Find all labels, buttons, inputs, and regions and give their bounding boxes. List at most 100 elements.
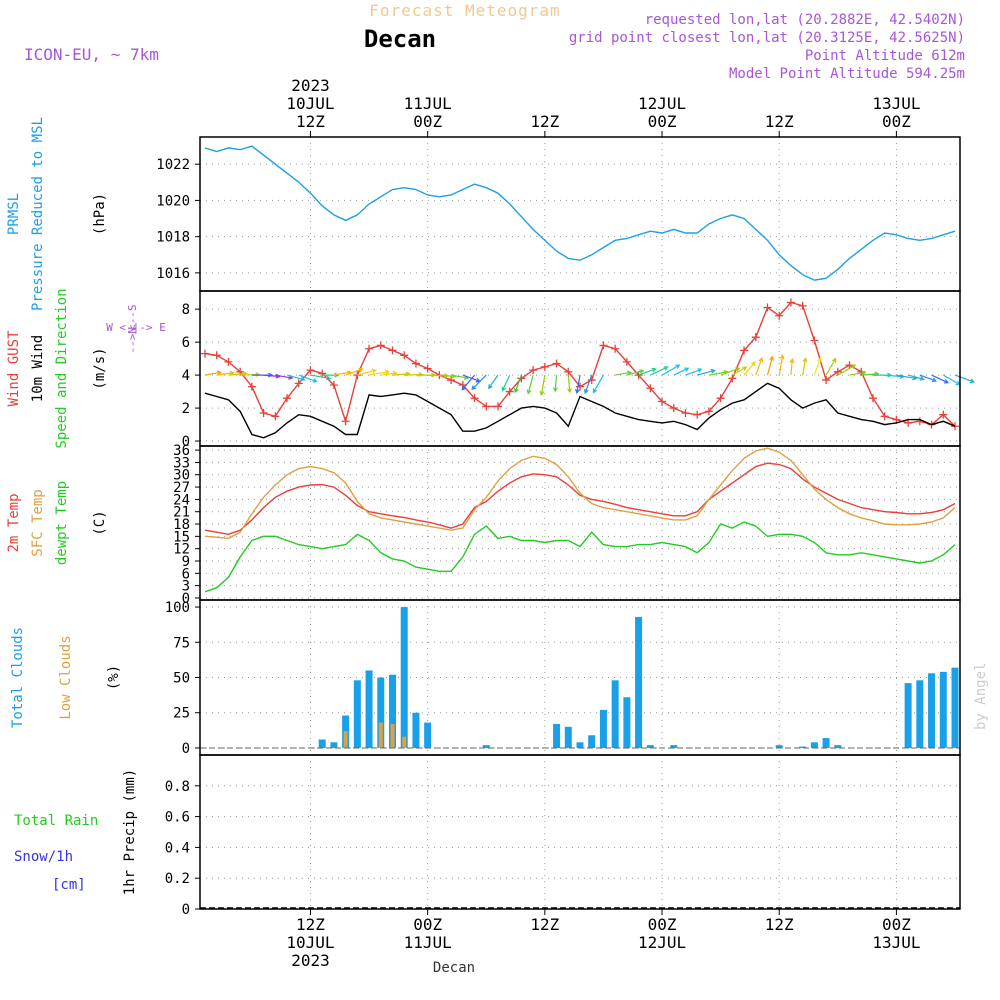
- gust-point: [552, 359, 561, 368]
- y-tick-label: 33: [173, 455, 190, 471]
- wind-direction-arrow: [286, 374, 305, 381]
- wind-direction-arrow: [368, 371, 389, 376]
- gust-point: [599, 341, 608, 350]
- series-2m-temp: [204, 462, 956, 536]
- bar-low-clouds: [402, 736, 407, 748]
- y-tick-label: 0.4: [165, 840, 190, 856]
- y-axis-unit: 1hr Precip (mm): [122, 769, 138, 895]
- bar-total-clouds: [670, 745, 678, 748]
- y-tick-label: 0.2: [165, 871, 190, 887]
- gust-point: [751, 333, 760, 342]
- gust-point: [224, 357, 233, 366]
- wind-direction-arrowhead: [663, 366, 669, 371]
- wind-direction-arrow: [942, 374, 961, 386]
- y-tick-label: 0.8: [165, 779, 190, 795]
- bar-total-clouds: [424, 722, 432, 748]
- wind-direction-arrow: [345, 368, 363, 376]
- gust-point: [505, 387, 514, 396]
- bar-total-clouds: [353, 680, 361, 748]
- wind-direction-arrowhead: [742, 366, 748, 371]
- bar-low-clouds: [390, 724, 395, 748]
- bar-total-clouds: [611, 680, 619, 748]
- bottom-tick-hour: 12Z: [296, 915, 325, 934]
- y-tick-label: 18: [173, 517, 190, 533]
- wind-direction-arrowhead: [943, 379, 950, 384]
- wind-direction-arrow: [333, 371, 351, 376]
- bar-total-clouds: [928, 673, 936, 748]
- wind-direction-arrow: [461, 374, 475, 391]
- y-axis-unit: (%): [106, 665, 122, 690]
- gust-point: [951, 422, 959, 431]
- wind-direction-arrowhead: [371, 368, 377, 374]
- top-tick-hour: 12Z: [530, 112, 559, 131]
- y-tick-label: 30: [173, 468, 190, 484]
- bar-total-clouds: [588, 735, 596, 748]
- bottom-tick-date: 10JUL: [286, 933, 334, 952]
- wind-direction-arrow: [540, 374, 546, 395]
- wind-direction-arrow: [802, 358, 807, 376]
- y-tick-label: 0: [182, 902, 190, 918]
- wind-direction-arrow: [755, 357, 763, 376]
- panel-clouds: 0 25 50 75 100 Total Clouds Low Clouds (%): [10, 599, 961, 757]
- wind-direction-arrowhead: [461, 385, 467, 391]
- gust-point: [423, 364, 432, 373]
- y-tick-label: 1018: [156, 230, 190, 246]
- y-axis-label: PRMSL: [6, 193, 22, 235]
- wind-direction-arrowhead: [851, 364, 857, 369]
- wind-direction-arrow: [907, 374, 924, 380]
- gust-point: [447, 376, 456, 385]
- gust-point: [880, 412, 889, 421]
- model-altitude: Model Point Altitude 594.25m: [729, 66, 965, 82]
- bar-low-clouds: [378, 722, 383, 748]
- y-tick-label: 2: [182, 401, 190, 417]
- y-tick-label: 15: [173, 529, 190, 545]
- panel-frame: [199, 754, 961, 910]
- y-tick-label: 0: [182, 741, 190, 757]
- gust-point: [728, 374, 737, 383]
- wind-direction-arrowhead: [779, 354, 785, 360]
- wind-direction-arrow: [837, 364, 856, 376]
- wind-direction-arrow: [615, 371, 632, 376]
- wind-direction-arrow: [204, 371, 221, 376]
- y-tick-label: 12: [173, 542, 190, 558]
- panel-frame: [199, 290, 961, 447]
- series-dewpt-temp: [204, 521, 956, 593]
- wind-direction-arrow: [439, 374, 456, 378]
- gust-point: [740, 346, 749, 355]
- wind-direction-arrow: [743, 361, 756, 376]
- gust-point: [798, 301, 807, 310]
- wind-direction-arrowhead: [312, 378, 318, 383]
- y-tick-label: 6: [182, 335, 190, 351]
- wind-direction-arrowhead: [216, 370, 222, 376]
- gust-point: [622, 357, 631, 366]
- y-axis-label: Low Clouds: [58, 635, 74, 719]
- panel-frame: [199, 445, 961, 601]
- gust-point: [786, 298, 795, 307]
- y-axis-unit: (m/s): [92, 347, 108, 389]
- wind-direction-arrowhead: [684, 367, 690, 372]
- y-tick-label: 6: [182, 566, 190, 582]
- wind-direction-arrowhead: [488, 384, 493, 390]
- gust-point: [306, 366, 315, 375]
- wind-direction-arrowhead: [639, 369, 645, 374]
- wind-direction-arrowhead: [675, 364, 681, 369]
- gust-point: [271, 412, 280, 421]
- bottom-tick-date: 11JUL: [404, 933, 452, 952]
- wind-direction-arrowhead: [710, 368, 716, 374]
- bar-total-clouds: [904, 683, 912, 748]
- wind-direction-arrow: [896, 374, 917, 380]
- series-10m-wind: [204, 382, 956, 439]
- bar-total-clouds: [775, 745, 783, 748]
- wind-direction-arrowhead: [471, 385, 477, 391]
- wind-direction-arrowhead: [802, 357, 808, 363]
- gust-point: [540, 362, 549, 371]
- model-label: ICON-EU, ~ 7km: [24, 45, 159, 64]
- y-axis-label: dewpt Temp: [54, 481, 70, 565]
- gust-point: [669, 404, 678, 413]
- gust-point: [400, 351, 409, 360]
- wind-direction-arrow: [778, 355, 784, 376]
- y-tick-label: 50: [173, 671, 190, 687]
- requested-coords: requested lon,lat (20.2882E, 42.5402N): [645, 12, 965, 28]
